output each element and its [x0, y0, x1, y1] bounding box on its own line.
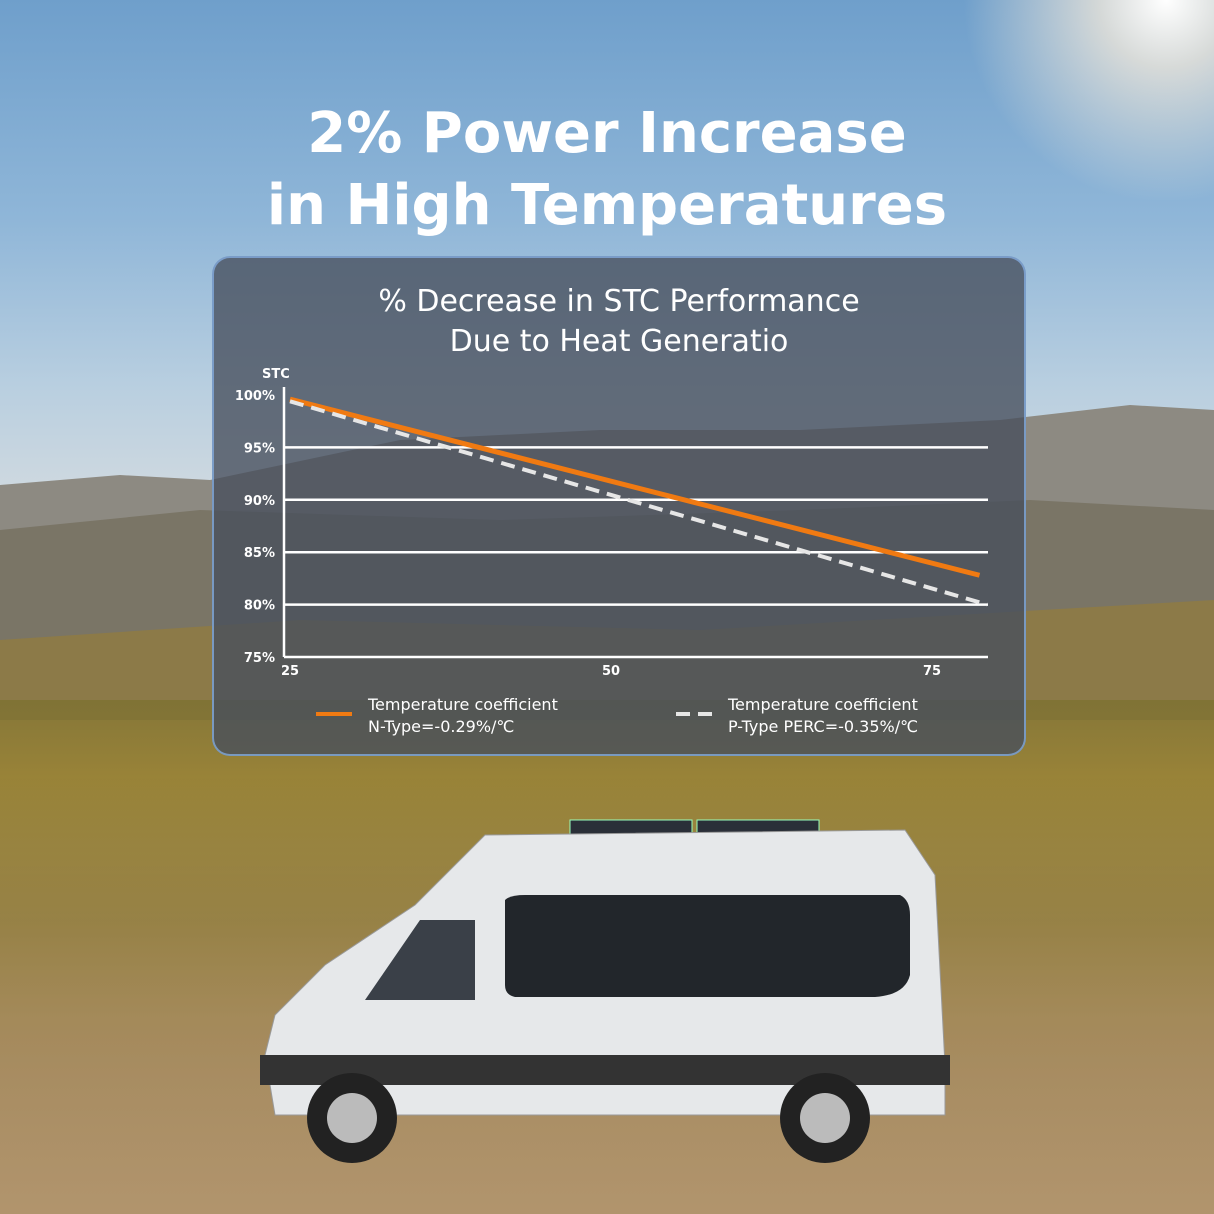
x-tick-label: 75	[923, 664, 941, 679]
camper-van	[260, 819, 950, 1163]
chart-panel	[212, 256, 1026, 756]
y-tick-label: 100%	[235, 389, 275, 404]
chart-title-line-1: % Decrease in STC Performance	[378, 284, 860, 319]
headline-line-1: 2% Power Increase	[307, 101, 907, 166]
legend-label: Temperature coefficient	[727, 695, 918, 714]
y-tick-label: 90%	[244, 494, 275, 509]
x-tick-label: 50	[602, 664, 620, 679]
y-tick-label: 85%	[244, 546, 275, 561]
chart-title-line-2: Due to Heat Generatio	[449, 324, 789, 359]
headline: 2% Power Increase in High Temperatures	[0, 98, 1214, 242]
y-tick-label: 95%	[244, 441, 275, 456]
legend-label: Temperature coefficient	[367, 695, 558, 714]
y-tick-label: 75%	[244, 651, 275, 666]
chart-title: % Decrease in STC Performance Due to Hea…	[212, 282, 1026, 362]
sun-glare	[894, 0, 1214, 200]
headline-line-2: in High Temperatures	[266, 173, 948, 238]
y-axis-label: STC	[262, 367, 290, 382]
legend-label: N-Type=-0.29%/℃	[368, 717, 514, 736]
legend-label: P-Type PERC=-0.35%/℃	[728, 717, 918, 736]
y-tick-label: 80%	[244, 599, 275, 614]
series-line-n-type	[289, 396, 981, 578]
series-line-p-type	[289, 399, 988, 607]
x-tick-label: 25	[281, 664, 299, 679]
